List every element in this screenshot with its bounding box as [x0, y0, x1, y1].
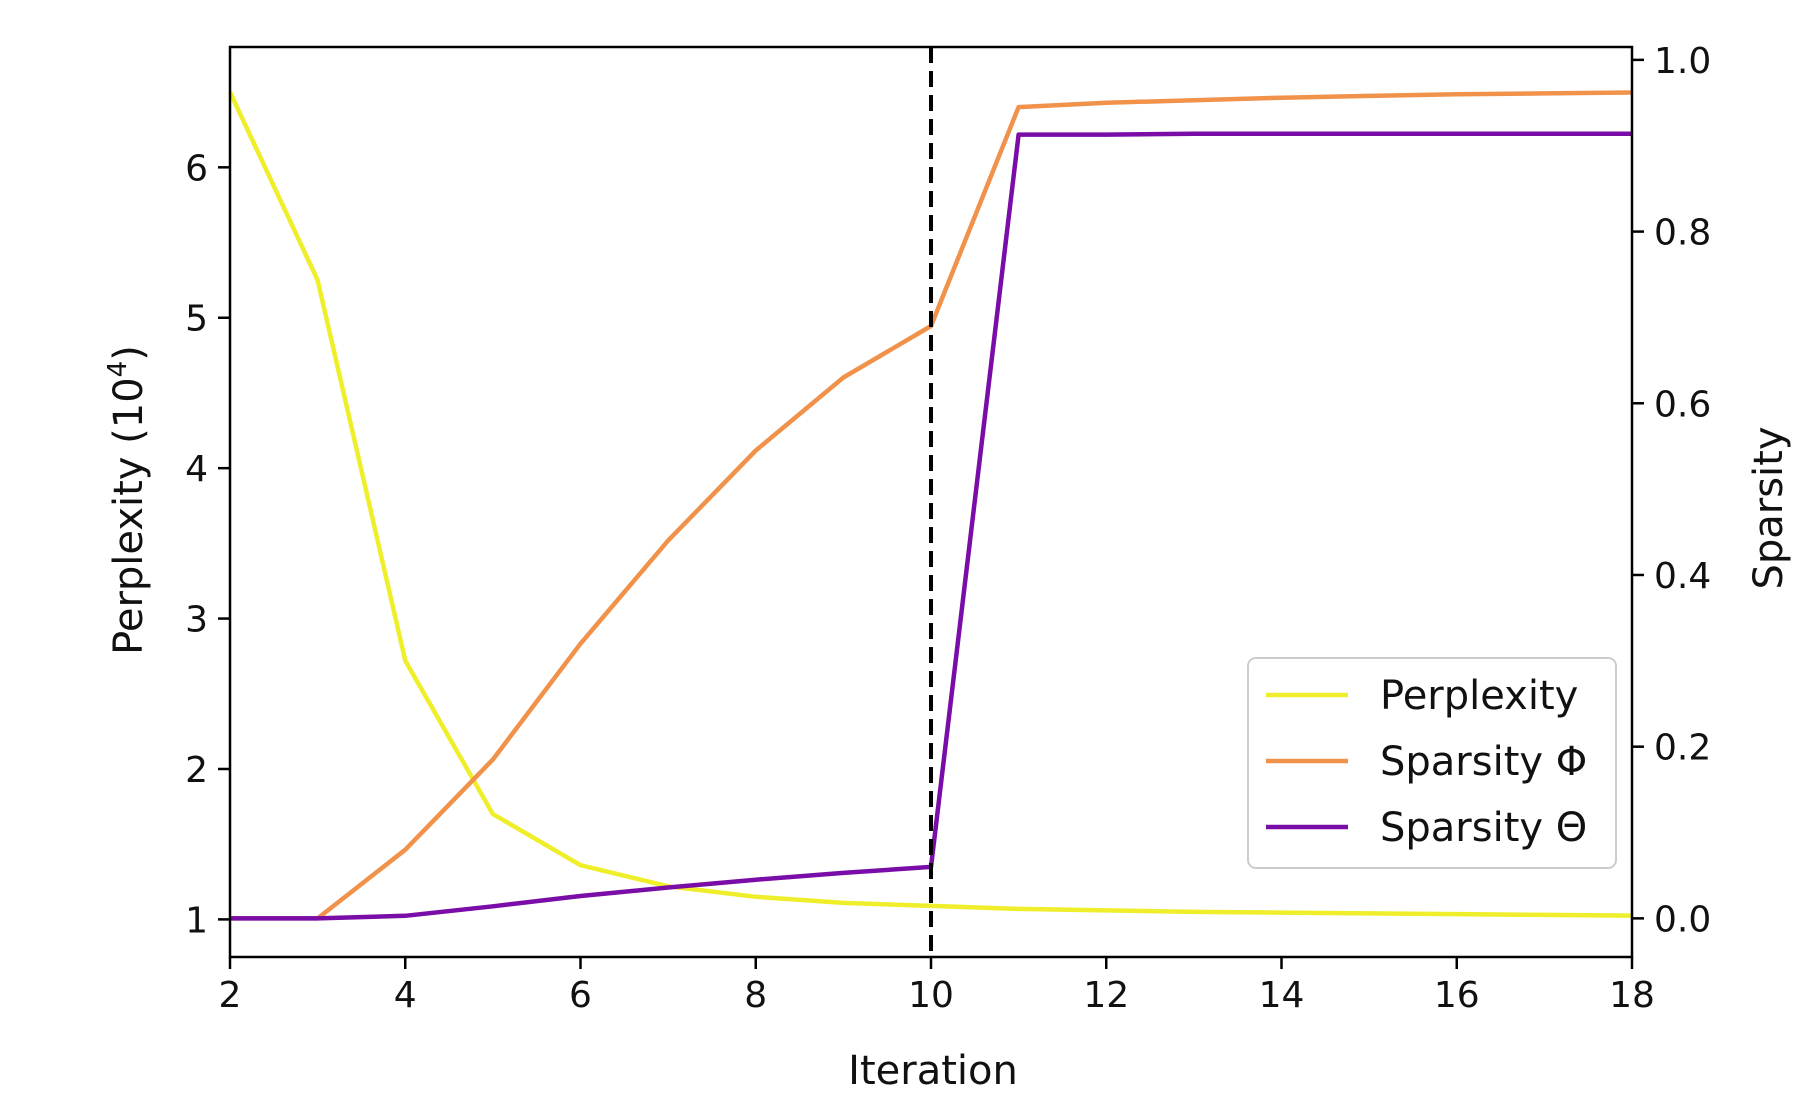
left-y-axis-label-text: Perplexity (10	[106, 377, 152, 655]
right-y-axis-ticks: 0.0 0.2 0.4 0.6 0.8 1.0	[1632, 41, 1711, 940]
legend: Perplexity Sparsity Φ Sparsity Θ	[1247, 657, 1617, 869]
left-y-tick-label: 6	[185, 148, 208, 189]
right-y-axis-label: Sparsity	[1746, 426, 1792, 589]
x-tick-label: 14	[1259, 975, 1305, 1016]
x-tick-label: 12	[1083, 975, 1129, 1016]
x-tick-label: 6	[569, 975, 592, 1016]
x-axis-label: Iteration	[848, 1048, 1018, 1094]
x-tick-label: 2	[219, 975, 242, 1016]
left-y-axis-label-close: )	[106, 345, 152, 361]
x-axis-ticks: 2 4 6 8 10 12 14 16 18	[219, 957, 1655, 1016]
right-y-tick-label: 1.0	[1654, 41, 1711, 82]
series-line-0	[227, 91, 1633, 918]
right-y-tick-label: 0.4	[1654, 556, 1711, 597]
right-y-tick-label: 0.8	[1654, 213, 1711, 254]
left-y-axis-ticks: 1 2 3 4 5 6	[185, 148, 230, 941]
legend-label: Perplexity	[1380, 673, 1578, 719]
legend-label: Sparsity Θ	[1380, 805, 1587, 851]
x-tick-label: 18	[1609, 975, 1655, 1016]
left-y-axis-label-exponent: 4	[103, 361, 133, 378]
right-y-tick-label: 0.6	[1654, 384, 1711, 425]
x-tick-label: 8	[744, 975, 767, 1016]
x-tick-label: 16	[1434, 975, 1480, 1016]
right-y-tick-label: 0.2	[1654, 728, 1711, 769]
left-y-tick-label: 1	[185, 900, 208, 941]
left-y-tick-label: 2	[185, 750, 208, 791]
left-y-tick-label: 4	[185, 449, 208, 490]
legend-label: Sparsity Φ	[1380, 739, 1587, 785]
x-tick-label: 10	[908, 975, 954, 1016]
left-y-axis-label: Perplexity (104)	[103, 345, 152, 655]
left-y-tick-label: 3	[185, 600, 208, 641]
right-y-tick-label: 0.0	[1654, 899, 1711, 940]
x-tick-label: 4	[394, 975, 417, 1016]
left-y-tick-label: 5	[185, 299, 208, 340]
legend-box	[1247, 657, 1617, 869]
